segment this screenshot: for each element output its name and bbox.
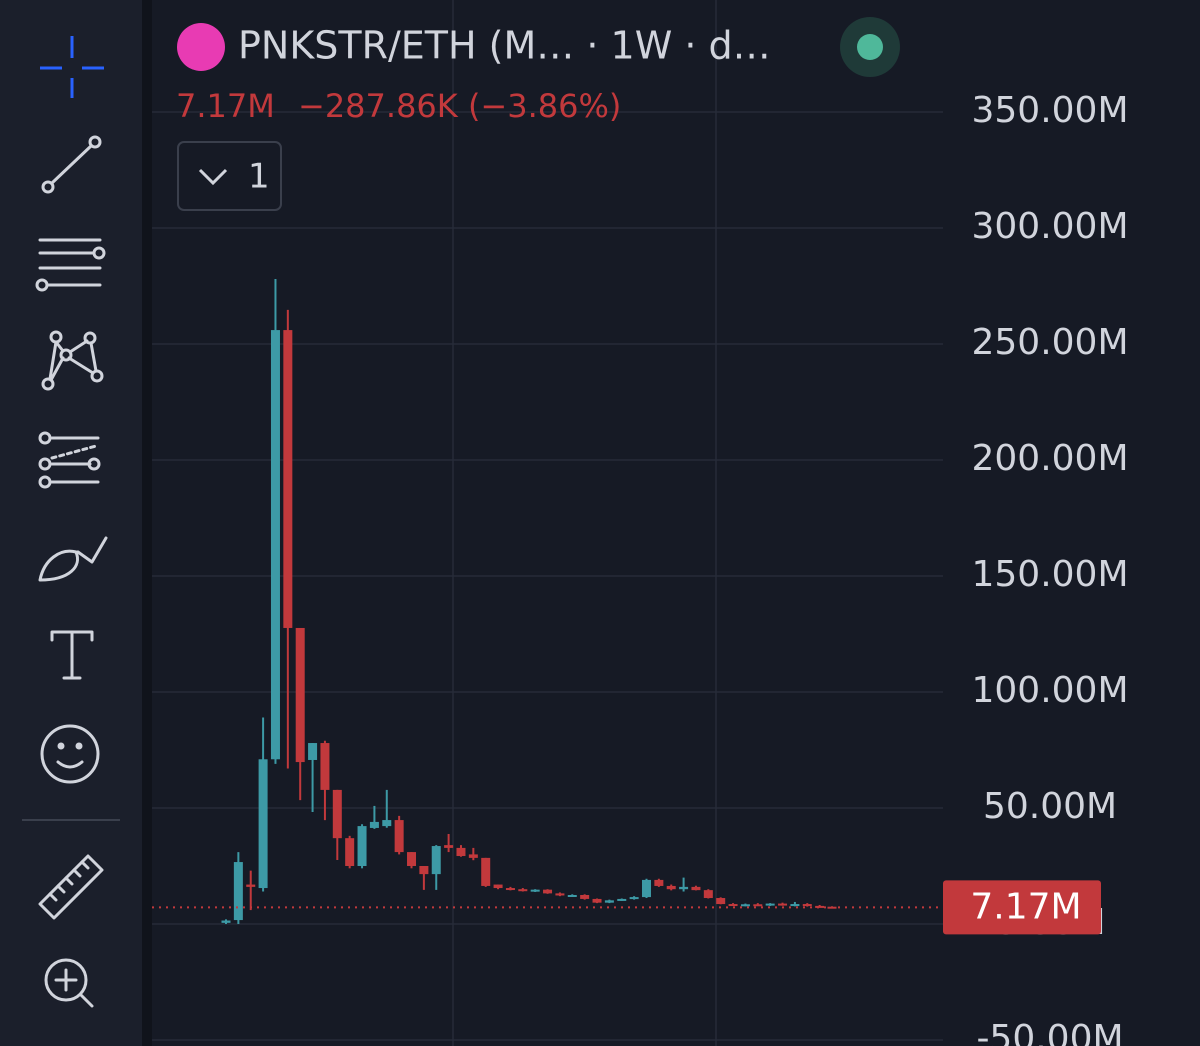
candle-body — [567, 895, 577, 897]
candle-body — [394, 820, 404, 853]
candle-body — [382, 820, 392, 827]
candle-body — [270, 330, 280, 760]
candle-body — [753, 904, 763, 907]
candle-body — [592, 898, 602, 903]
candle-body — [654, 879, 664, 886]
candle-body — [246, 884, 256, 887]
candle-body — [357, 826, 367, 866]
candle-body — [543, 889, 553, 894]
candle-body — [530, 889, 540, 892]
symbol-title[interactable]: PNKSTR/ETH (M… · 1W · d… — [238, 24, 771, 68]
toolbar — [0, 0, 142, 1046]
candle-body — [481, 857, 491, 886]
candle-body — [233, 862, 243, 921]
candle-body — [456, 847, 466, 857]
brush-tool[interactable] — [38, 536, 108, 582]
candle-body — [407, 852, 417, 866]
pattern-tool[interactable] — [41, 330, 104, 391]
chart-area — [152, 0, 1200, 1046]
y-tick-label: 350.00M — [971, 90, 1128, 131]
crosshair-tool[interactable] — [40, 36, 104, 98]
y-tick-label: 50.00M — [983, 786, 1117, 827]
forecast-tool[interactable] — [38, 431, 101, 489]
candle-body — [295, 627, 305, 763]
candle-body — [790, 904, 800, 907]
candle-body — [604, 900, 614, 903]
candle-body — [728, 904, 738, 907]
last-price: 7.17M — [176, 87, 275, 125]
candle-body — [431, 846, 441, 875]
candle-body — [778, 903, 788, 906]
candle-body — [332, 789, 342, 839]
price-tag: 7.17M — [152, 880, 1101, 935]
candles — [221, 279, 837, 924]
candle-body — [691, 886, 701, 891]
y-tick-label: 300.00M — [971, 206, 1128, 247]
candle-body — [221, 920, 231, 923]
candle-body — [518, 889, 528, 892]
indicator-count: 1 — [248, 157, 270, 197]
candle-body — [283, 330, 293, 628]
candle-body — [369, 821, 379, 828]
candle-body — [666, 885, 676, 890]
candle-body — [679, 886, 689, 890]
candle-body — [815, 905, 825, 908]
candle-body — [740, 904, 750, 907]
candle-body — [580, 895, 590, 899]
candle-body — [716, 898, 726, 905]
candle-body — [419, 866, 429, 875]
y-tick-label: 250.00M — [971, 322, 1128, 363]
collapse-button[interactable] — [177, 141, 282, 211]
y-tick-label: -50.00M — [976, 1018, 1123, 1046]
candle-body — [444, 845, 454, 848]
price-change: −287.86K (−3.86%) — [298, 87, 621, 125]
candle-body — [555, 893, 565, 896]
candle-body — [320, 743, 330, 790]
candle-body — [493, 884, 503, 889]
y-tick-label: 100.00M — [971, 670, 1128, 711]
symbol-logo — [177, 23, 225, 71]
candle-body — [703, 890, 713, 899]
ruler-tool[interactable] — [38, 854, 104, 920]
divider — [142, 0, 152, 1046]
candle-body — [802, 904, 812, 907]
candle-body — [617, 898, 627, 901]
candle-body — [765, 903, 775, 906]
price-tag-label: 7.17M — [970, 886, 1081, 927]
trend-line-tool[interactable] — [41, 135, 102, 194]
y-tick-label: 200.00M — [971, 438, 1128, 479]
candle-body — [308, 743, 318, 760]
candle-body — [468, 854, 478, 858]
market-status[interactable] — [857, 34, 883, 60]
y-tick-label: 150.00M — [971, 554, 1128, 595]
candle-body — [345, 838, 355, 866]
emoji-tool[interactable] — [40, 724, 100, 784]
candle-body — [258, 759, 268, 889]
text-tool[interactable] — [50, 630, 94, 680]
fib-tool[interactable] — [35, 238, 106, 292]
candle-body — [505, 888, 515, 891]
price-tag-box — [943, 880, 1101, 935]
candle-body — [641, 879, 651, 898]
candle-body — [629, 897, 639, 900]
zoom-tool[interactable] — [44, 958, 94, 1008]
